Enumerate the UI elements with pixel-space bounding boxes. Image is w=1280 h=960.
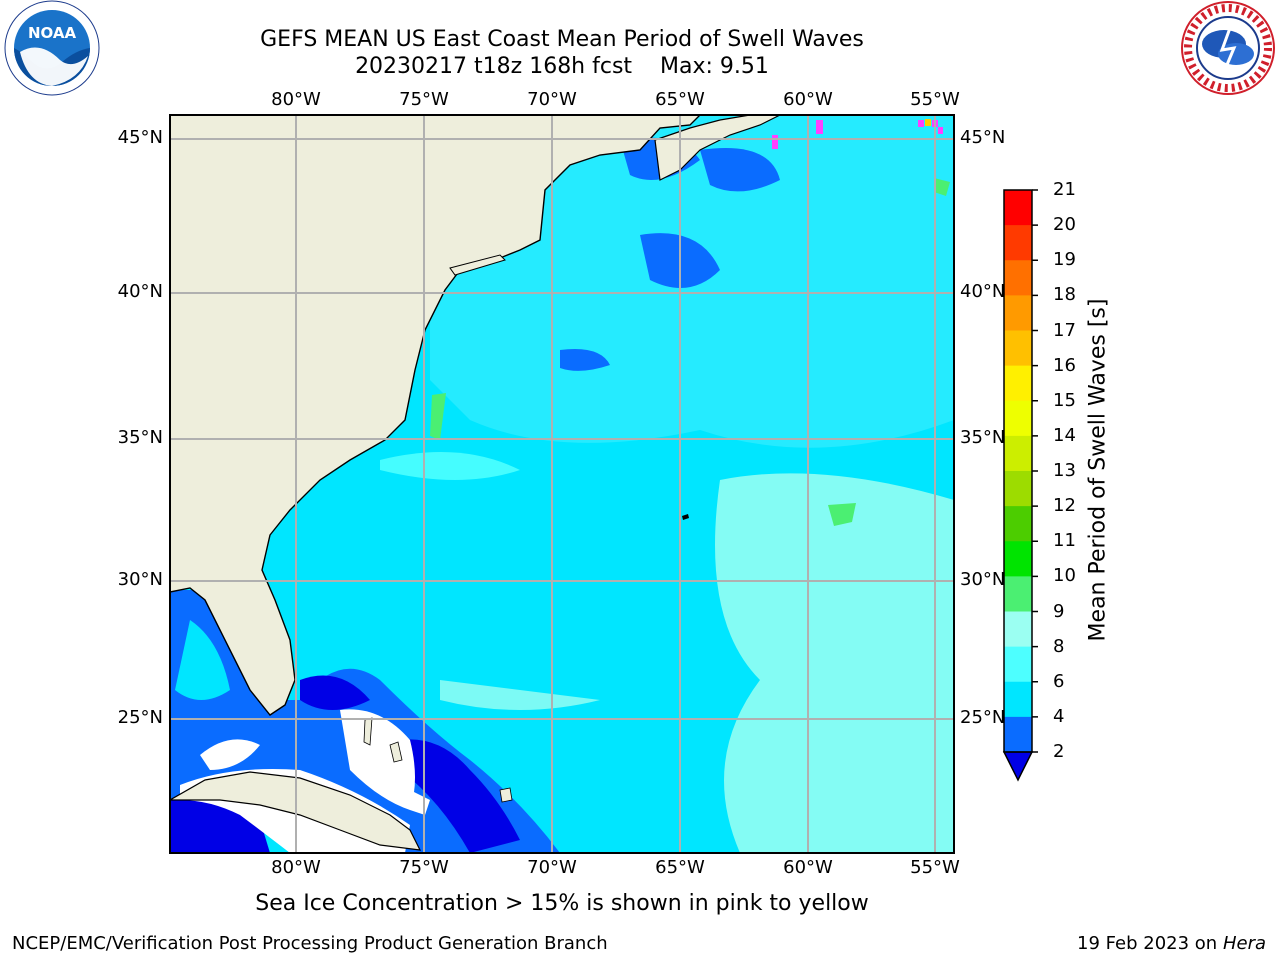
colorbar-title: Mean Period of Swell Waves [s] — [1085, 298, 1111, 642]
colorbar-segment — [1004, 435, 1032, 472]
colorbar-tick-label: 16 — [1053, 354, 1076, 376]
colorbar-tick-label: 8 — [1053, 635, 1065, 657]
lon-label-bottom: 80°W — [271, 857, 321, 878]
colorbar-segment — [1004, 190, 1032, 226]
lon-label-top: 70°W — [527, 89, 577, 110]
footer-machine: Hera — [1222, 933, 1266, 954]
lon-label-top: 60°W — [783, 89, 833, 110]
footer-date: 19 Feb 2023 on Hera — [1077, 933, 1266, 954]
lat-label-right: 30°N — [960, 569, 1006, 590]
lat-label-left: 45°N — [117, 127, 163, 148]
colorbar-tick-label: 6 — [1053, 670, 1065, 692]
graticule — [170, 115, 954, 853]
max-value: Max: 9.51 — [660, 54, 769, 79]
colorbar-extend-arrow — [1002, 751, 1034, 782]
map-title: GEFS MEAN US East Coast Mean Period of S… — [260, 27, 864, 52]
noaa-logo-icon: NOAA — [4, 0, 100, 96]
colorbar-segment — [1004, 295, 1032, 331]
colorbar-segment — [1004, 225, 1032, 261]
run-info: 20230217 t18z 168h fcst — [355, 54, 633, 79]
colorbar-tick-label: 17 — [1053, 319, 1076, 341]
colorbar-tick-label: 9 — [1053, 600, 1065, 622]
lat-label-left: 35°N — [117, 427, 163, 448]
colorbar-segment — [1004, 365, 1032, 402]
colorbar-tick-label: 14 — [1053, 424, 1076, 446]
colorbar-segment — [1004, 611, 1032, 648]
lat-label-left: 30°N — [117, 569, 163, 590]
colorbar-tick-label: 10 — [1053, 565, 1076, 587]
colorbar-segment — [1004, 646, 1032, 683]
colorbar-tick-label: 4 — [1053, 705, 1065, 727]
colorbar-tick-label: 19 — [1053, 249, 1076, 271]
lat-label-right: 40°N — [960, 281, 1006, 302]
colorbar-tick-label: 20 — [1053, 214, 1076, 236]
map-subtitle: 20230217 t18z 168h fcst Max: 9.51 — [170, 54, 954, 80]
lon-label-top: 80°W — [271, 89, 321, 110]
colorbar-tick-label: 2 — [1053, 741, 1065, 762]
colorbar-segment — [1004, 541, 1032, 577]
colorbar-segment — [1004, 506, 1032, 542]
lon-label-bottom: 60°W — [783, 857, 833, 878]
map-frame — [169, 114, 955, 854]
lon-label-top: 65°W — [655, 89, 705, 110]
lon-label-bottom: 65°W — [655, 857, 705, 878]
lon-label-bottom: 75°W — [399, 857, 449, 878]
colorbar-tick-label: 13 — [1053, 460, 1076, 481]
colorbar-tick-label: 18 — [1053, 284, 1076, 306]
colorbar-tick-label: 11 — [1053, 530, 1076, 552]
colorbar-tick-label: 12 — [1053, 495, 1076, 517]
colorbar-segment — [1004, 400, 1032, 437]
lon-label-bottom: 55°W — [910, 857, 960, 878]
colorbar-tick-label: 21 — [1053, 179, 1076, 200]
lon-label-bottom: 70°W — [527, 857, 577, 878]
footer-date-text: 19 Feb 2023 on — [1077, 933, 1218, 954]
sea-ice-caption: Sea Ice Concentration > 15% is shown in … — [255, 891, 869, 916]
colorbar-segment — [1004, 576, 1032, 612]
lat-label-left: 40°N — [117, 281, 163, 302]
map-area — [170, 115, 954, 853]
colorbar-segment — [1004, 681, 1032, 718]
colorbar-tick-label: 15 — [1053, 389, 1076, 411]
lat-label-right: 45°N — [960, 127, 1006, 148]
lat-label-left: 25°N — [117, 707, 163, 728]
nws-logo-icon — [1181, 1, 1275, 95]
colorbar-segment — [1004, 716, 1032, 753]
colorbar-segment — [1004, 330, 1032, 367]
lon-label-top: 75°W — [399, 89, 449, 110]
colorbar-segment — [1004, 471, 1032, 507]
lat-label-right: 25°N — [960, 707, 1006, 728]
lon-label-top: 55°W — [910, 89, 960, 110]
colorbar — [1002, 189, 1038, 782]
footer-credit: NCEP/EMC/Verification Post Processing Pr… — [12, 933, 608, 954]
noaa-logo-text: NOAA — [28, 24, 77, 42]
lat-label-right: 35°N — [960, 427, 1006, 448]
colorbar-segment — [1004, 260, 1032, 296]
